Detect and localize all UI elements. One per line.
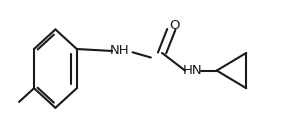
Text: O: O <box>169 19 180 32</box>
Text: NH: NH <box>110 44 130 57</box>
Text: HN: HN <box>183 64 203 77</box>
